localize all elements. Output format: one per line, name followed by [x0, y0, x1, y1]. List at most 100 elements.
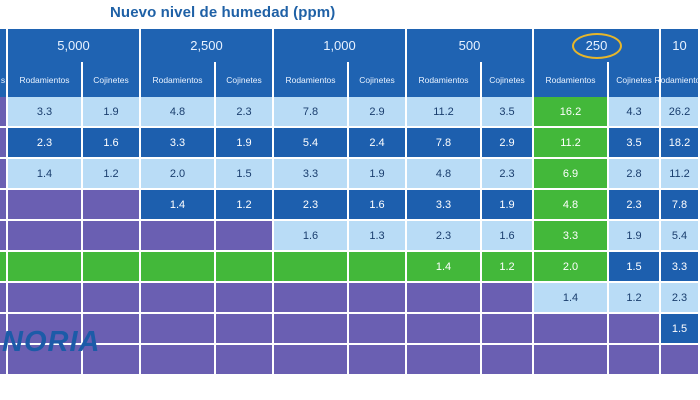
table-cell	[349, 252, 407, 283]
table-cell: 1.2	[482, 252, 534, 283]
table-cell	[0, 314, 8, 345]
level-header-5: 250	[534, 29, 661, 62]
table-cell: 1.3	[349, 221, 407, 252]
level-header-2: 2,500	[141, 29, 274, 62]
table-cell: 7.8	[661, 190, 700, 221]
level-label: 10	[672, 38, 687, 53]
table-cell	[216, 221, 274, 252]
table-cell	[349, 314, 407, 345]
page-title: Nuevo nivel de humedad (ppm)	[110, 4, 336, 21]
table-cell: 1.2	[609, 283, 661, 314]
table-cell	[8, 314, 83, 345]
table-cell: 1.6	[349, 190, 407, 221]
table-row: 2.3 1.6 3.3 1.9 5.4 2.4 7.8 2.9 11.2 3.5 18.2	[0, 128, 700, 159]
table-cell: 2.9	[482, 128, 534, 159]
subheader-4: Cojinetes	[216, 62, 274, 97]
level-label: 500	[458, 38, 481, 53]
table-cell	[609, 345, 661, 376]
table-row: 1.4 1.2 2.3 1.6 3.3 1.9 4.8 2.3 7.8	[0, 190, 700, 221]
table-cell	[274, 283, 349, 314]
table-cell: 2.3	[8, 128, 83, 159]
table-cell	[407, 283, 482, 314]
subheader-9: Rodamientos	[534, 62, 609, 97]
table-cell	[8, 221, 83, 252]
table-cell	[0, 159, 8, 190]
subheader-2: Cojinetes	[83, 62, 141, 97]
table-row: 3.3 1.9 4.8 2.3 7.8 2.9 11.2 3.5 16.2 4.3 26.2	[0, 97, 700, 128]
noria-logo: NORIA	[2, 326, 101, 358]
table-cell	[274, 345, 349, 376]
table-cell	[407, 314, 482, 345]
subheader-10: Cojinetes	[609, 62, 661, 97]
table-cell	[216, 252, 274, 283]
table-cell	[216, 314, 274, 345]
table-cell	[349, 345, 407, 376]
table-cell: 3.3	[274, 159, 349, 190]
subheader-1: Rodamientos	[8, 62, 83, 97]
table-cell: 1.9	[216, 128, 274, 159]
table-cell: 6.9	[534, 159, 609, 190]
table-cell: 16.2	[534, 97, 609, 128]
table-cell: 2.8	[609, 159, 661, 190]
level-header-0	[0, 29, 8, 62]
table-cell: 3.5	[609, 128, 661, 159]
table-cell	[8, 252, 83, 283]
table-cell: 2.3	[407, 221, 482, 252]
subheader-0: s	[0, 62, 8, 97]
table-cell: 1.5	[216, 159, 274, 190]
table-cell: 26.2	[661, 97, 700, 128]
subheader-7: Rodamientos	[407, 62, 482, 97]
table-cell	[216, 283, 274, 314]
subheader-row: s Rodamientos Cojinetes Rodamientos Cojinete…	[0, 62, 700, 97]
table-cell	[534, 314, 609, 345]
table-cell: 11.2	[407, 97, 482, 128]
subheader-6: Cojinetes	[349, 62, 407, 97]
table-cell: 7.8	[407, 128, 482, 159]
table-cell: 7.8	[274, 97, 349, 128]
level-label: 1,000	[323, 38, 356, 53]
table-row	[0, 345, 700, 376]
table-cell	[0, 345, 8, 376]
table-cell: 1.4	[141, 190, 216, 221]
table-row: 1.6 1.3 2.3 1.6 3.3 1.9 5.4	[0, 221, 700, 252]
table-cell	[83, 190, 141, 221]
table-cell: 4.3	[609, 97, 661, 128]
table-cell: 3.3	[661, 252, 700, 283]
table-cell	[0, 190, 8, 221]
table-cell	[8, 345, 83, 376]
level-label: 5,000	[57, 38, 90, 53]
table-cell: 2.3	[482, 159, 534, 190]
table-cell: 1.2	[216, 190, 274, 221]
table-cell	[141, 345, 216, 376]
table-cell	[83, 283, 141, 314]
level-header-6: 10	[661, 29, 700, 62]
table-cell: 11.2	[661, 159, 700, 190]
table-cell	[482, 283, 534, 314]
table-row: 1.4 1.2 2.3	[0, 283, 700, 314]
table-cell: 1.9	[83, 97, 141, 128]
table-cell	[482, 345, 534, 376]
table-cell: 4.8	[534, 190, 609, 221]
highlight-circle	[571, 32, 622, 59]
table-cell: 1.4	[407, 252, 482, 283]
table-cell: 3.3	[534, 221, 609, 252]
table-cell: 4.8	[407, 159, 482, 190]
table-cell	[216, 345, 274, 376]
table-cell: 1.5	[609, 252, 661, 283]
level-header-row: 5,000 2,500 1,000 500 250 10	[0, 29, 700, 62]
table-cell	[141, 283, 216, 314]
table-cell	[661, 345, 700, 376]
level-header-1: 5,000	[8, 29, 141, 62]
table-cell: 2.0	[141, 159, 216, 190]
table-cell	[83, 345, 141, 376]
level-header-3: 1,000	[274, 29, 407, 62]
table-cell: 2.4	[349, 128, 407, 159]
subheader-8: Cojinetes	[482, 62, 534, 97]
table-row: 1.4 1.2 2.0 1.5 3.3	[0, 252, 700, 283]
table-cell	[534, 345, 609, 376]
table-cell	[274, 314, 349, 345]
table-cell	[0, 128, 8, 159]
table-cell: 2.9	[349, 97, 407, 128]
table-cell	[482, 314, 534, 345]
table-cell: 11.2	[534, 128, 609, 159]
